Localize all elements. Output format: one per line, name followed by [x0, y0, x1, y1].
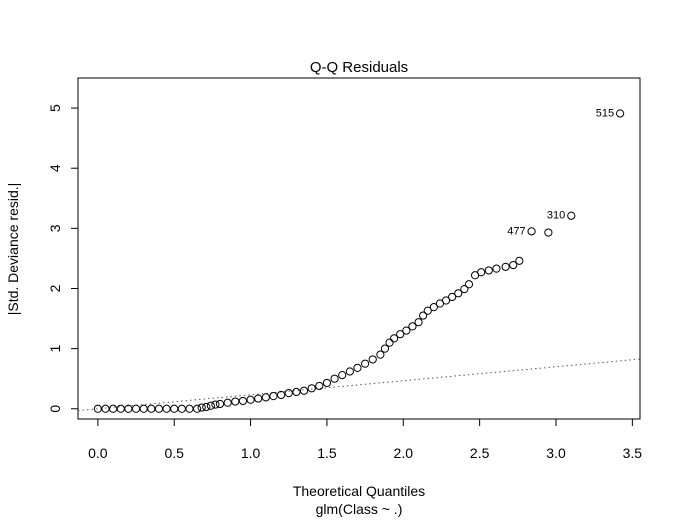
- data-point: [544, 228, 553, 237]
- point-annotation: 310: [547, 210, 565, 222]
- x-tick-label: 2.5: [470, 445, 490, 461]
- data-point: [307, 384, 316, 393]
- data-point: [211, 400, 220, 409]
- data-point: [154, 404, 164, 413]
- data-point: [492, 264, 501, 273]
- data-point: [277, 390, 286, 400]
- x-tick-label: 1.5: [317, 445, 337, 461]
- data-point: [380, 344, 390, 353]
- data-point: [376, 350, 385, 359]
- data-point: [484, 266, 493, 275]
- data-point: [616, 109, 625, 118]
- data-point: [353, 363, 362, 372]
- data-point: [460, 284, 469, 294]
- data-point: [93, 404, 102, 413]
- data-point: [254, 394, 263, 403]
- data-point: [101, 404, 110, 413]
- x-tick-label: 1.0: [241, 445, 261, 461]
- data-point: [567, 211, 576, 220]
- data-point: [509, 260, 518, 270]
- x-tick-label: 0.5: [164, 445, 184, 461]
- data-point: [177, 404, 186, 413]
- data-point: [246, 395, 255, 404]
- plot-frame: [77, 77, 641, 420]
- x-tick-label: 3.0: [546, 445, 566, 461]
- data-point: [396, 330, 405, 339]
- data-point: [419, 311, 428, 320]
- chart-title: Q-Q Residuals: [310, 59, 408, 76]
- data-point: [501, 262, 510, 271]
- data-point: [299, 386, 309, 395]
- data-point: [238, 396, 248, 406]
- data-point: [109, 404, 118, 413]
- y-tick-label: 4: [47, 164, 63, 172]
- x-tick-label: 2.0: [394, 445, 414, 461]
- data-point: [330, 374, 339, 383]
- data-point: [231, 397, 240, 406]
- data-point: [515, 256, 524, 265]
- data-point: [429, 303, 438, 312]
- y-axis-label: |Std. Deviance resid.|: [5, 183, 21, 316]
- data-point: [408, 322, 417, 331]
- data-point: [147, 404, 156, 413]
- data-point: [527, 227, 536, 236]
- data-point: [170, 404, 179, 413]
- y-tick-label: 2: [47, 284, 63, 292]
- data-point: [292, 387, 301, 397]
- y-tick-label: 5: [47, 104, 63, 112]
- point-annotation: 515: [596, 107, 614, 119]
- data-point: [315, 381, 324, 391]
- data-point: [385, 338, 394, 347]
- x-tick-label: 0.0: [88, 445, 108, 461]
- data-point: [284, 389, 293, 398]
- data-point: [345, 367, 354, 376]
- data-point: [448, 292, 457, 302]
- x-axis-label: Theoretical Quantiles: [293, 483, 425, 499]
- data-point: [223, 398, 232, 407]
- x-axis-sublabel: glm(Class ~ .): [316, 501, 403, 517]
- point-annotation: 477: [507, 225, 525, 237]
- y-tick-label: 1: [47, 345, 63, 353]
- data-point: [197, 403, 206, 412]
- data-point: [464, 280, 474, 289]
- data-point: [269, 392, 278, 401]
- data-point: [116, 404, 125, 413]
- data-point: [390, 334, 399, 343]
- data-point: [193, 404, 202, 413]
- data-point: [361, 359, 370, 368]
- reference-line: [77, 358, 641, 412]
- data-point: [185, 404, 194, 413]
- y-axis: 0 1 2 3 4 5: [47, 104, 79, 413]
- x-tick-label: 3.5: [623, 445, 643, 461]
- data-point: [139, 404, 148, 413]
- data-point: [215, 399, 225, 409]
- data-point: [477, 268, 486, 277]
- data-point: [338, 370, 347, 380]
- y-tick-label: 3: [47, 224, 63, 232]
- data-point: [322, 378, 332, 388]
- data-point: [402, 326, 411, 335]
- data-points: [93, 109, 625, 413]
- data-point: [368, 355, 377, 364]
- y-tick-label: 0: [47, 405, 63, 413]
- data-point: [423, 306, 432, 315]
- data-point: [131, 404, 141, 413]
- data-point: [454, 289, 463, 298]
- x-axis: 0.0 0.5 1.0 1.5 2.0 2.5 3.0 3.5: [88, 418, 643, 461]
- data-point: [162, 404, 171, 413]
- data-point: [261, 393, 270, 402]
- point-annotations: 515 310 477: [507, 107, 614, 237]
- data-point: [202, 402, 211, 412]
- data-point: [414, 318, 423, 327]
- data-point: [206, 401, 215, 410]
- data-point: [441, 296, 451, 305]
